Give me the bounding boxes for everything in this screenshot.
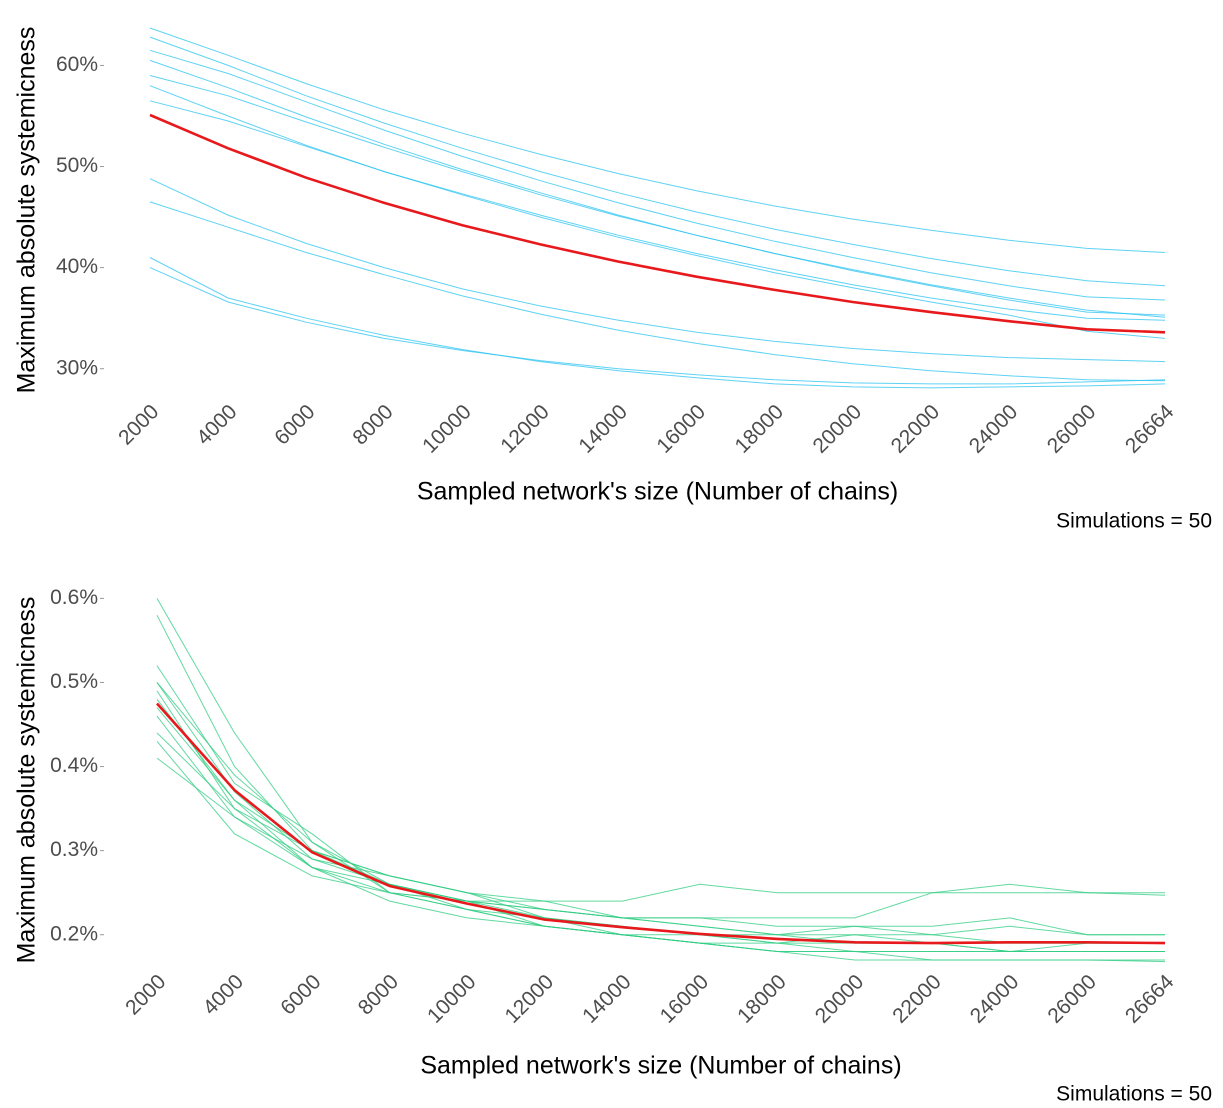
series-line [156,702,1166,945]
y-tick-label: 0.3% [50,838,98,861]
x-tick-label: 22000 [888,970,946,1028]
series-line [156,698,1165,952]
series-line [156,690,1165,952]
series-line [149,113,1166,334]
series-line [149,85,1166,339]
caption: Simulations = 50 [1056,1083,1212,1106]
x-tick-label: 20000 [809,400,867,458]
series-line [156,598,1165,944]
y-tick-label: 30% [56,356,98,379]
series-line [149,267,1166,385]
series-line [149,75,1166,316]
x-tick-label: 26000 [1043,400,1101,458]
x-tick-label: 2000 [114,400,163,449]
y-axis-title: Maximum absolute systemicness [13,597,41,964]
x-tick-label: 24000 [965,400,1023,458]
x-tick-label: 18000 [731,400,789,458]
series-line [149,27,1166,253]
y-tick-label: 0.5% [50,670,98,693]
y-tick-label: 0.4% [50,754,98,777]
series-line [149,100,1166,321]
series-line [156,682,1165,919]
x-tick-label: 16000 [656,970,714,1028]
series-line [156,732,1165,936]
x-tick-label: 8000 [354,970,403,1019]
y-tick-label: 50% [56,154,98,177]
series-line [156,682,1165,936]
x-tick-label: 16000 [652,400,710,458]
x-tick-label: 4000 [192,400,241,449]
series-line [156,757,1165,952]
x-tick-label: 12000 [496,400,554,458]
x-tick-label: 4000 [199,970,248,1019]
y-tick-label: 40% [56,255,98,278]
x-tick-label: 20000 [811,970,869,1028]
series-line [149,49,1166,301]
y-tick-label: 60% [56,53,98,76]
series-line [149,178,1166,363]
x-tick-label: 10000 [423,970,481,1028]
x-axis-title: Sampled network's size (Number of chains… [420,1052,901,1080]
caption: Simulations = 50 [1056,510,1212,533]
x-tick-label: 14000 [574,400,632,458]
y-axis-title: Maximum absolute systemicness [13,27,41,394]
y-tick-label: 0.6% [50,586,98,609]
x-tick-label: 24000 [966,970,1024,1028]
x-tick-label: 8000 [348,400,397,449]
x-axis-title: Sampled network's size (Number of chains… [417,478,898,506]
x-tick-label: 22000 [887,400,945,458]
x-tick-label: 26664 [1121,970,1179,1028]
series-line [156,614,1165,944]
x-tick-label: 6000 [270,400,319,449]
series-line [149,36,1166,287]
x-tick-label: 2000 [121,970,170,1019]
x-tick-label: 26664 [1121,400,1179,458]
x-tick-label: 6000 [276,970,325,1019]
series-line [156,665,1166,902]
x-tick-label: 10000 [418,400,476,458]
y-tick-label: 0.2% [50,922,98,945]
series-line [149,201,1166,382]
x-tick-label: 14000 [578,970,636,1028]
x-tick-label: 18000 [733,970,791,1028]
series-line [149,59,1166,318]
x-tick-label: 26000 [1043,970,1101,1028]
series-line [149,257,1166,389]
x-tick-label: 12000 [501,970,559,1028]
